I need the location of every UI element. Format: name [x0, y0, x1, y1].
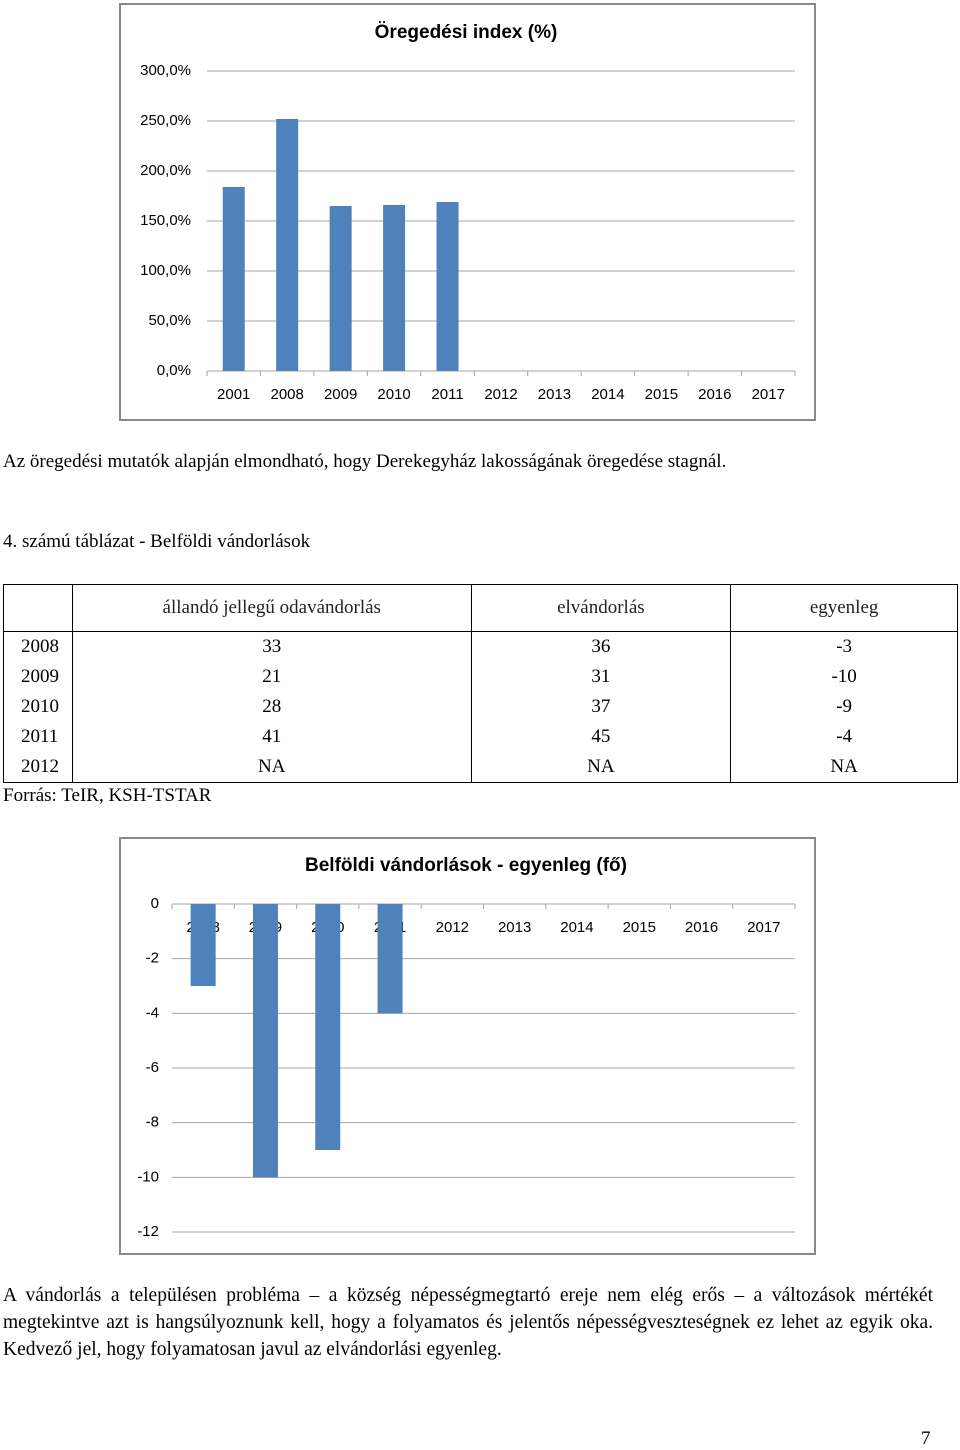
chart-frame [119, 837, 816, 1255]
table-row: 2011 41 45 -4 [3, 722, 958, 752]
header-cell: állandó jellegű odavándorlás [71, 584, 472, 632]
y-tick-label: -12 [137, 1223, 159, 1240]
y-tick-label: 0 [151, 895, 159, 912]
y-tick-label: -4 [146, 1004, 159, 1021]
x-tick-label: 2017 [752, 386, 785, 403]
y-tick-label: 300,0% [140, 62, 191, 79]
table-row: 2008 33 36 -3 [3, 631, 958, 662]
cell: -10 [730, 662, 958, 692]
cell: 2011 [3, 722, 73, 752]
cell: NA [730, 752, 958, 783]
header-cell: elvándorlás [470, 584, 732, 632]
y-tick-label: -2 [146, 950, 159, 967]
y-tick-label: 200,0% [140, 162, 191, 179]
bar [377, 904, 403, 1014]
y-tick-label: 0,0% [157, 362, 191, 379]
x-tick-label: 2015 [645, 386, 678, 403]
y-tick-label: 100,0% [140, 262, 191, 279]
cell: 33 [71, 631, 472, 662]
x-tick-label: 2001 [217, 386, 250, 403]
bar [329, 206, 352, 371]
chart: Öregedési index (%) 0,0% 50,0% 100,0% 150,0… [119, 3, 816, 421]
y-tick-label: -6 [146, 1059, 159, 1076]
y-tick-label: 150,0% [140, 212, 191, 229]
chart-title: Belföldi vándorlások - egyenleg (fő) [305, 855, 627, 876]
x-tick-label: 2016 [685, 919, 718, 936]
x-tick-label: 2013 [498, 919, 531, 936]
cell: NA [71, 752, 472, 783]
cell: 2010 [3, 692, 73, 722]
x-tick-label: 2015 [623, 919, 656, 936]
x-tick-label: 2012 [436, 919, 469, 936]
x-tick-label: 2010 [377, 386, 410, 403]
table-row: 2012 NA NA NA [3, 752, 958, 783]
page-number: 7 [921, 1428, 931, 1449]
x-tick-label: 2009 [324, 386, 357, 403]
chart: Belföldi vándorlások - egyenleg (fő) -12… [119, 837, 816, 1255]
x-tick-label: 2008 [270, 386, 303, 403]
cell: -3 [730, 631, 958, 662]
paragraph: A vándorlás a településen probléma – a k… [3, 1285, 933, 1360]
cell: 28 [71, 692, 472, 722]
cell: -4 [730, 722, 958, 752]
cell: 2009 [3, 662, 73, 692]
table-row: 2009 21 31 -10 [3, 662, 958, 692]
cell: 37 [470, 692, 732, 722]
bar [436, 202, 459, 371]
cell: 21 [71, 662, 472, 692]
cell: 31 [470, 662, 732, 692]
cell: 2008 [3, 631, 73, 662]
chart-title: Öregedési index (%) [375, 22, 558, 43]
bar [190, 904, 216, 986]
x-tick-label: 2011 [431, 386, 463, 403]
bar [315, 904, 341, 1150]
paragraph: Az öregedési mutatók alapján elmondható,… [3, 451, 727, 472]
x-tick-label: 2014 [560, 919, 593, 936]
y-tick-label: 250,0% [140, 112, 191, 129]
cell: 45 [470, 722, 732, 752]
table-header: állandó jellegű odavándorlás elvándorlás… [3, 584, 958, 632]
y-tick-label: -10 [137, 1168, 159, 1185]
bar [252, 904, 278, 1178]
x-tick-label: 2016 [698, 386, 731, 403]
x-tick-label: 2017 [747, 919, 780, 936]
bar [222, 187, 245, 371]
bar [276, 119, 299, 371]
x-tick-label: 2012 [484, 386, 517, 403]
header-cell: egyenleg [730, 584, 958, 632]
bar [383, 205, 406, 371]
cell: 36 [470, 631, 732, 662]
cell: -9 [730, 692, 958, 722]
table-title: 4. számú táblázat - Belföldi vándorlások [3, 531, 311, 552]
table-source: Forrás: TeIR, KSH-TSTAR [3, 785, 212, 806]
table-row: 2010 28 37 -9 [3, 692, 958, 722]
cell: NA [470, 752, 732, 783]
x-tick-label: 2014 [591, 386, 624, 403]
y-tick-label: 50,0% [148, 312, 191, 329]
y-tick-label: -8 [146, 1114, 159, 1131]
table: állandó jellegű odavándorlás elvándorlás… [3, 584, 958, 783]
cell: 2012 [3, 752, 73, 783]
x-tick-label: 2013 [538, 386, 571, 403]
cell: 41 [71, 722, 472, 752]
header-cell [3, 584, 73, 632]
